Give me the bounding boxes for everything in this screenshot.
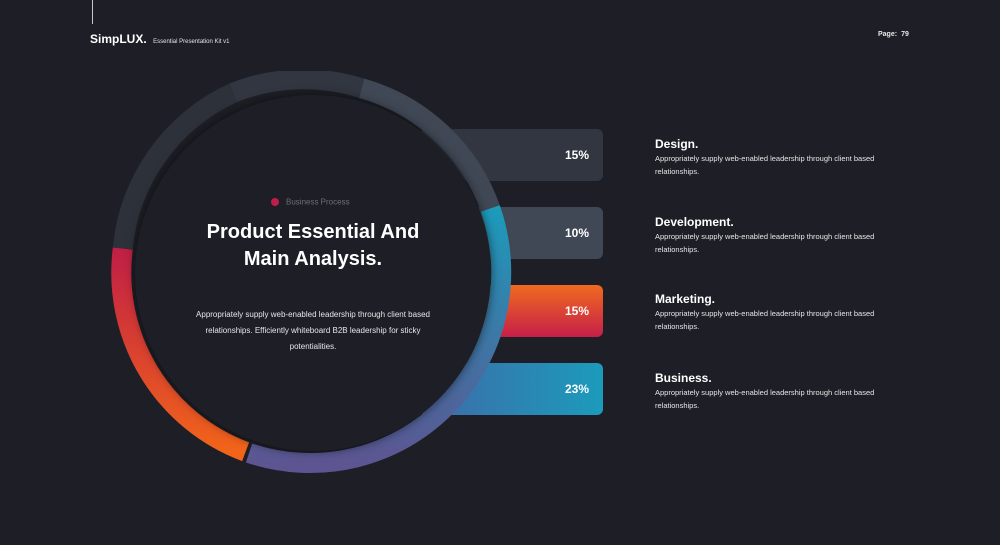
bar-marketing-value: 15% [564, 304, 589, 318]
item-design-text: Appropriately supply web-enabled leaders… [655, 154, 875, 176]
bar-design-value: 15% [564, 148, 589, 162]
item-marketing-title: Marketing. [655, 292, 716, 306]
page-label: Page: [878, 31, 898, 38]
donut-ring [111, 71, 512, 473]
bar-business-value: 23% [564, 382, 589, 396]
bar-development-value: 10% [564, 226, 589, 240]
title-line-1: Product Essential And [206, 221, 420, 243]
page-number: Page: 79 [878, 31, 909, 38]
ring-segment-development [358, 78, 500, 212]
item-design: Design. Appropriately supply web-enabled… [655, 137, 895, 178]
section-tag: Business Process [271, 197, 350, 206]
tag-dot-icon [271, 197, 279, 206]
ring-segment-design [229, 71, 365, 103]
page-title: Product Essential And Main Analysis. [173, 219, 453, 273]
donut-center [135, 95, 491, 451]
ring-segment-marketing [111, 247, 250, 462]
item-design-title: Design. [655, 137, 699, 151]
section-tag-label: Business Process [286, 197, 350, 207]
item-development-text: Appropriately supply web-enabled leaders… [655, 232, 875, 254]
item-marketing: Marketing. Appropriately supply web-enab… [655, 292, 895, 333]
page-number-value: 79 [901, 31, 909, 38]
brand-name: SimpLUX. [90, 32, 147, 46]
brand-subtitle: Essential Presentation Kit v1 [153, 39, 230, 45]
brand: SimpLUX. Essential Presentation Kit v1 [90, 30, 230, 48]
title-line-2: Main Analysis. [243, 248, 383, 270]
ring-segment-remainder [112, 83, 238, 250]
item-development: Development. Appropriately supply web-en… [655, 215, 895, 256]
item-marketing-text: Appropriately supply web-enabled leaders… [655, 309, 875, 331]
item-business: Business. Appropriately supply web-enabl… [655, 371, 895, 412]
item-business-title: Business. [655, 371, 712, 385]
center-description: Appropriately supply web-enabled leaders… [196, 310, 430, 351]
item-development-title: Development. [655, 215, 734, 229]
ring-segment-business [245, 205, 512, 473]
item-business-text: Appropriately supply web-enabled leaders… [655, 388, 875, 410]
header-divider-line [92, 0, 93, 24]
